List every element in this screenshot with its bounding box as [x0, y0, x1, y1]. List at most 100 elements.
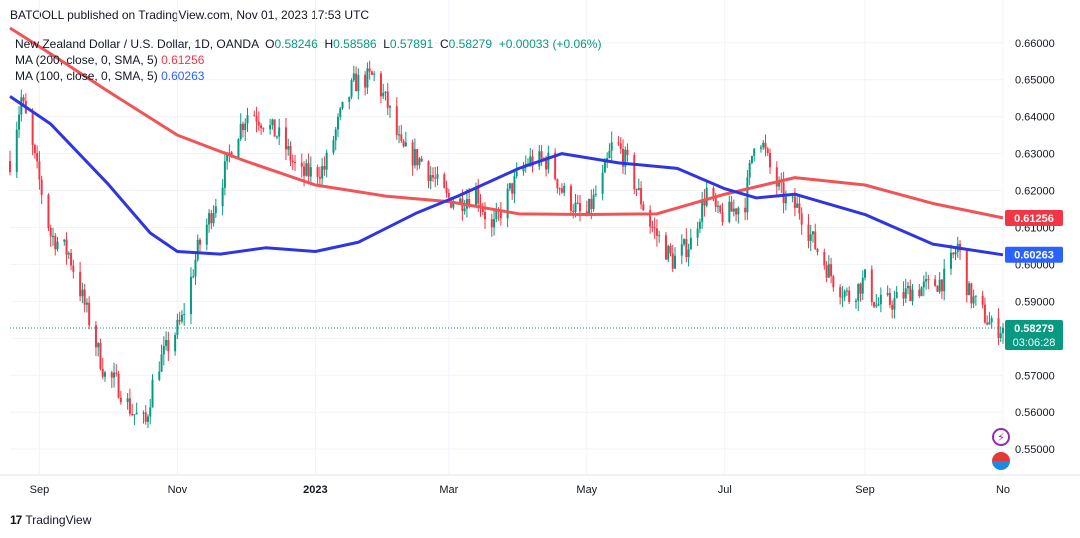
- candle-body: [624, 149, 627, 167]
- candle-body: [888, 293, 891, 305]
- candle-body: [278, 127, 281, 137]
- candle-body: [814, 231, 817, 249]
- candle-body: [481, 207, 484, 212]
- candle-body: [970, 283, 973, 304]
- candle-body: [427, 161, 430, 182]
- candle-body: [54, 235, 57, 250]
- candle-body: [72, 265, 75, 272]
- candle-body: [782, 182, 785, 204]
- candle-body: [674, 255, 677, 269]
- chart-legend: New Zealand Dollar / U.S. Dollar, 1D, OA…: [15, 36, 601, 84]
- candle-body: [183, 313, 186, 315]
- candle-body: [309, 167, 312, 177]
- candle-body: [477, 187, 480, 204]
- candle-body: [934, 279, 937, 287]
- candle-body: [807, 224, 810, 241]
- countdown-label: 03:06:28: [1013, 337, 1056, 349]
- candle-body: [769, 152, 772, 168]
- candle-body: [922, 281, 925, 288]
- candle-body: [436, 174, 439, 179]
- candle-body: [689, 237, 692, 250]
- candle-body: [493, 219, 496, 228]
- candle-body: [110, 372, 113, 378]
- candle-body: [262, 128, 265, 130]
- candle-body: [101, 368, 104, 377]
- candle-body: [640, 188, 643, 205]
- candle-body: [97, 343, 100, 348]
- candle-body: [793, 196, 796, 208]
- y-tick-label: 0.57000: [1015, 370, 1055, 382]
- candle-body: [63, 239, 66, 242]
- candle-body: [635, 189, 638, 191]
- candle-body: [696, 228, 699, 238]
- candle-body: [617, 142, 620, 144]
- x-tick-label: Mar: [439, 484, 458, 496]
- candle-body: [495, 210, 498, 220]
- candle-body: [167, 339, 170, 352]
- candle-body: [825, 265, 828, 278]
- candle-body: [732, 208, 735, 212]
- candle-body: [321, 166, 324, 179]
- ma200-row[interactable]: MA (200, close, 0, SMA, 5) 0.61256: [15, 52, 601, 68]
- candle-body: [431, 175, 434, 178]
- candle-body: [275, 136, 278, 138]
- candle-body: [861, 277, 864, 294]
- candle-body: [214, 206, 217, 214]
- candle-body: [705, 187, 708, 206]
- ma200-price-tag-bg: [1005, 210, 1063, 227]
- symbol-title[interactable]: New Zealand Dollar / U.S. Dollar, 1D, OA…: [15, 37, 259, 51]
- candle-body: [585, 211, 588, 214]
- candle-body: [753, 148, 756, 156]
- candle-body: [685, 239, 688, 258]
- candle-body: [429, 175, 432, 182]
- candle-body: [730, 201, 733, 212]
- candle-body: [875, 304, 878, 307]
- candle-body: [560, 188, 563, 193]
- lightning-icon[interactable]: ⚡: [992, 428, 1010, 446]
- x-tick-label: May: [576, 484, 597, 496]
- candle-body: [879, 294, 882, 305]
- candle-body: [199, 239, 202, 245]
- candle-body: [348, 96, 351, 102]
- candle-body: [999, 333, 1002, 339]
- ma200-price-tag: 0.61256: [1014, 213, 1054, 225]
- candle-body: [633, 154, 636, 190]
- candle-body: [952, 252, 955, 255]
- candle-body: [70, 253, 73, 266]
- candle-body: [341, 101, 344, 109]
- candle-body: [515, 171, 518, 177]
- y-tick-label: 0.66000: [1015, 38, 1055, 50]
- candle-body: [174, 335, 177, 352]
- tradingview-logo-icon: 17: [10, 513, 22, 527]
- candle-body: [119, 397, 122, 403]
- ma100-row[interactable]: MA (100, close, 0, SMA, 5) 0.60263: [15, 68, 601, 84]
- candle-body: [626, 149, 629, 155]
- candle-body: [841, 296, 844, 298]
- candle-body: [529, 156, 532, 164]
- candle-body: [445, 187, 448, 193]
- candle-body: [352, 73, 355, 81]
- candle-body: [791, 196, 794, 198]
- candle-body: [664, 235, 667, 260]
- ma200-label: MA (200, close, 0, SMA, 5): [15, 53, 158, 67]
- candle-body: [909, 285, 912, 302]
- candle-body: [196, 239, 199, 260]
- candle-body: [796, 203, 799, 208]
- candle-body: [703, 199, 706, 206]
- candle-body: [257, 121, 260, 126]
- candle-body: [88, 302, 91, 326]
- candle-body: [531, 156, 534, 167]
- candle-body: [284, 127, 287, 150]
- candle-body: [94, 325, 97, 348]
- candle-body: [9, 160, 11, 173]
- candle-body: [15, 129, 18, 173]
- candle-body: [891, 304, 894, 310]
- candle-body: [255, 115, 258, 122]
- candle-body: [499, 211, 502, 219]
- candle-body: [556, 179, 559, 189]
- footer-brand[interactable]: 17 TradingView: [10, 513, 91, 527]
- candle-body: [384, 91, 387, 93]
- candle-body: [954, 252, 957, 255]
- flag-icon[interactable]: [992, 452, 1010, 470]
